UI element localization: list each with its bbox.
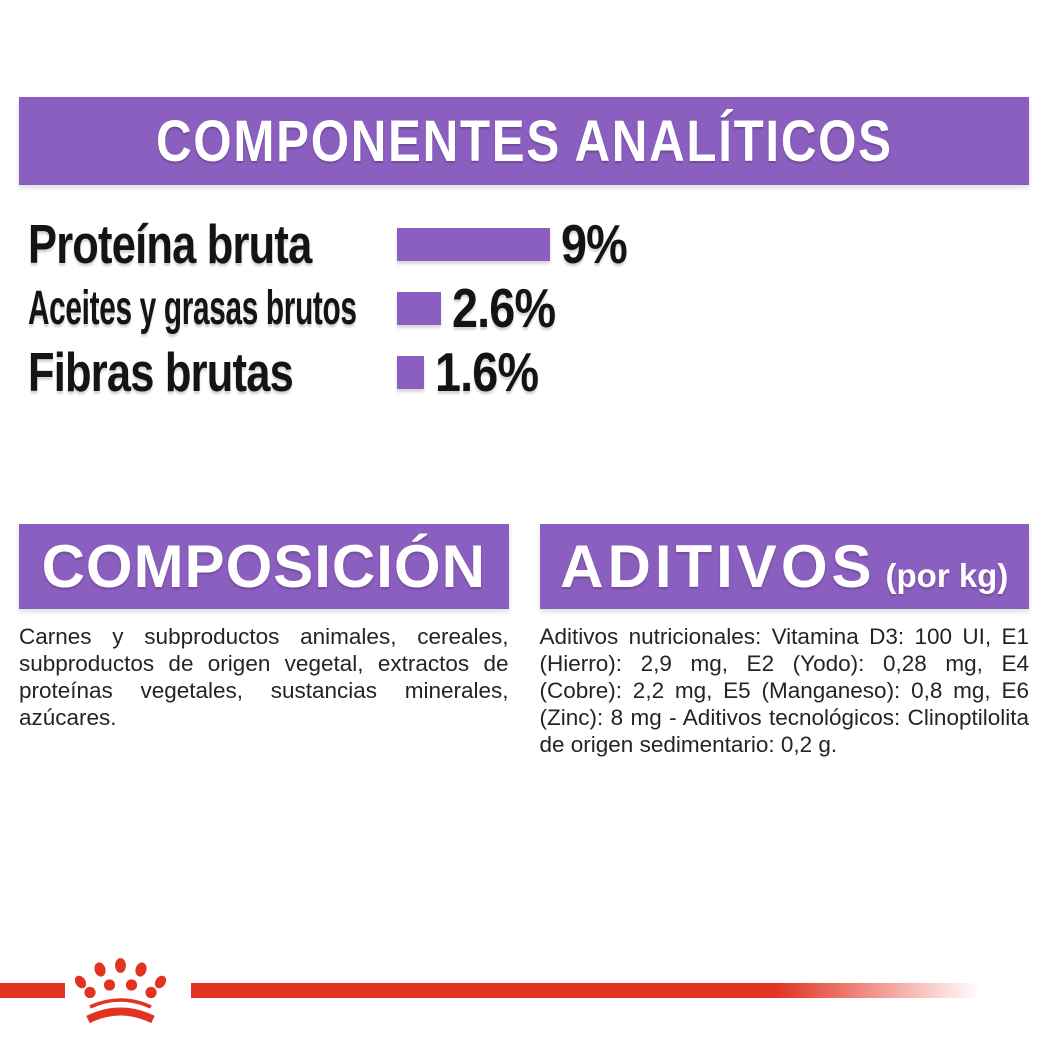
additives-header-banner: ADITIVOS (por kg)	[539, 524, 1029, 609]
nutrient-value: 2.6%	[452, 277, 556, 339]
analytic-row: Aceites y grasas brutos 2.6%	[0, 276, 1049, 340]
composition-header-banner: COMPOSICIÓN	[19, 524, 509, 609]
additives-title: ADITIVOS	[560, 533, 876, 600]
nutrient-bar	[397, 355, 425, 389]
analytics-header-banner: COMPONENTES ANALÍTICOS	[19, 97, 1029, 185]
additives-unit-label: (por kg)	[885, 557, 1009, 594]
analytic-row: Fibras brutas 1.6%	[0, 340, 1049, 404]
analytics-title: COMPONENTES ANALÍTICOS	[155, 108, 893, 174]
composition-title: COMPOSICIÓN	[41, 533, 486, 600]
nutrient-value: 9%	[561, 213, 628, 275]
nutrient-value: 1.6%	[435, 341, 539, 403]
info-columns: COMPOSICIÓN Carnes y subproductos animal…	[19, 524, 1029, 758]
composition-text: Carnes y subproductos animales, cereales…	[19, 624, 509, 730]
nutrient-label: Fibras brutas	[28, 341, 294, 403]
additives-text: Aditivos nutricionales: Vitamina D3: 100…	[539, 624, 1030, 757]
analytic-row: Proteína bruta 9%	[0, 212, 1049, 276]
royal-canin-crown-icon	[74, 958, 167, 1024]
composition-title-wrap: COMPOSICIÓN	[42, 532, 486, 601]
analytics-section: COMPONENTES ANALÍTICOS Proteína bruta 9%…	[0, 97, 1049, 404]
additives-title-wrap: ADITIVOS (por kg)	[560, 532, 1008, 601]
nutrient-bar	[397, 227, 550, 261]
divider-line-right	[191, 983, 980, 998]
nutrient-bar	[397, 291, 442, 325]
nutrient-label: Proteína bruta	[28, 213, 312, 275]
analytics-bar-chart: Proteína bruta 9% Aceites y grasas bruto…	[0, 212, 1049, 404]
additives-section: ADITIVOS (por kg) Aditivos nutricionales…	[539, 524, 1030, 758]
nutrient-label: Aceites y grasas brutos	[28, 281, 357, 335]
divider-line-left	[0, 983, 65, 998]
composition-section: COMPOSICIÓN Carnes y subproductos animal…	[19, 524, 509, 758]
